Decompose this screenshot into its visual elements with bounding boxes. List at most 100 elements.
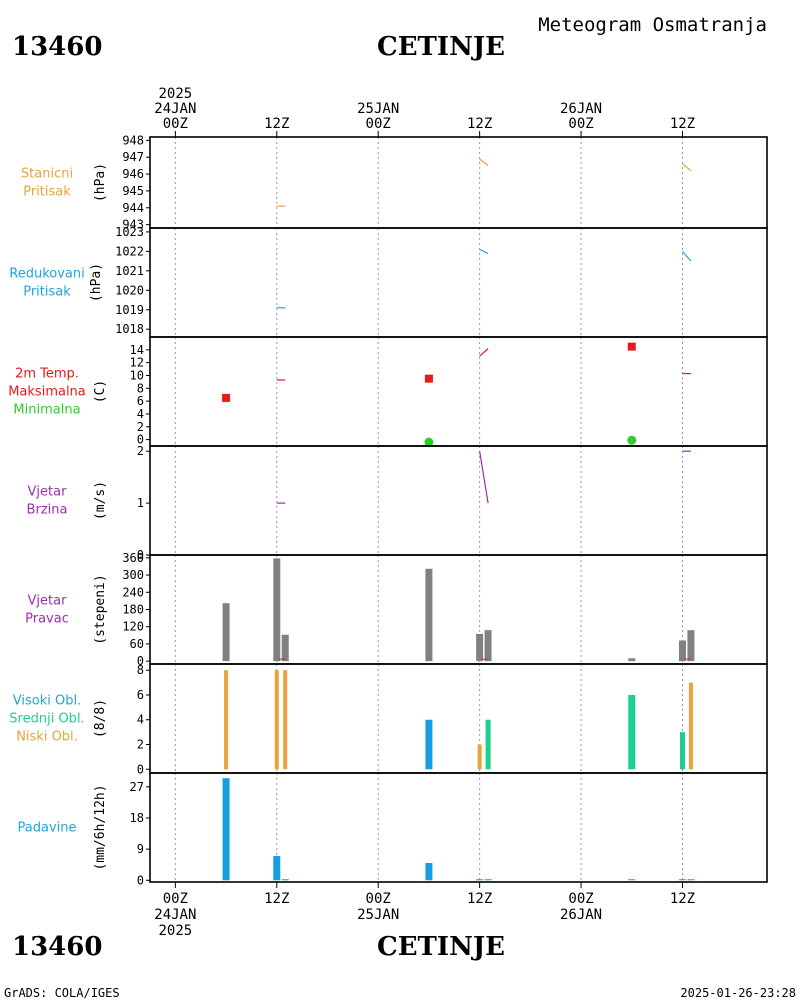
- time-label-bottom: 25JAN: [357, 907, 399, 923]
- series-line: [682, 163, 692, 172]
- panel-frame: [149, 227, 768, 338]
- panel-padavine: 0 9 18 27 (mm/6h/12h) Padavine: [18, 772, 768, 887]
- panel-label: Pritisak: [23, 185, 71, 200]
- panel-label: Brzina: [27, 503, 68, 518]
- y-tick-label: 27: [130, 780, 144, 794]
- y-tick-label: 2: [137, 738, 144, 752]
- bar: [484, 879, 492, 881]
- series-line: [479, 248, 489, 254]
- bar: [485, 719, 491, 770]
- station-id-bottom: 13460: [12, 932, 102, 962]
- bar: [628, 879, 636, 881]
- y-tick-label: 300: [122, 568, 144, 582]
- time-label-bottom: 26JAN: [560, 907, 602, 923]
- y-tick-label: 4: [137, 407, 144, 421]
- panel-label: Niski Obl.: [16, 730, 78, 745]
- bar: [484, 630, 492, 662]
- series-line: [479, 158, 489, 167]
- bar: [477, 744, 482, 770]
- unit-label: (mm/6h/12h): [93, 784, 108, 870]
- bar: [281, 879, 289, 881]
- station-name-top: CETINJE: [377, 32, 505, 62]
- panel-frame: [149, 663, 768, 774]
- y-tick-label: 180: [122, 603, 144, 617]
- time-label-top: 12Z: [467, 116, 492, 132]
- max-temp-marker: [627, 342, 636, 351]
- panel-label: 2m Temp.: [15, 367, 79, 382]
- y-tick-label: 0: [137, 548, 144, 562]
- time-label-top: 25JAN: [357, 101, 399, 117]
- bar: [283, 670, 288, 770]
- time-label-bottom: 12Z: [670, 891, 695, 907]
- panel-frame: [149, 136, 768, 229]
- station-id-top: 13460: [12, 32, 102, 62]
- min-temp-marker: [424, 437, 434, 447]
- panel-frame: [149, 554, 768, 665]
- bar: [688, 682, 693, 770]
- time-label-top: 2025: [158, 86, 192, 102]
- unit-label: (m/s): [93, 481, 108, 520]
- y-tick-label: 120: [122, 620, 144, 634]
- time-label-top: 24JAN: [154, 101, 196, 117]
- time-label-bottom: 12Z: [467, 891, 492, 907]
- y-tick-label: 0: [137, 873, 144, 887]
- y-tick-label: 8: [137, 381, 144, 395]
- bar: [476, 879, 484, 881]
- station-name-bottom: CETINJE: [377, 932, 505, 962]
- panel-frame: [149, 336, 768, 447]
- series-line: [479, 348, 489, 357]
- y-tick-label: 1020: [115, 283, 144, 297]
- time-label-top: 00Z: [163, 116, 188, 132]
- panel-label: Maksimalna: [8, 385, 86, 400]
- panel-label: Vjetar: [28, 594, 68, 609]
- time-label-top: 12Z: [670, 116, 695, 132]
- time-label-bottom: 00Z: [163, 891, 188, 907]
- time-label-top: 26JAN: [560, 101, 602, 117]
- y-tick-label: 1021: [115, 264, 144, 278]
- time-label-bottom: 24JAN: [154, 907, 196, 923]
- y-tick-label: 1022: [115, 244, 144, 258]
- panel-frame: [149, 445, 768, 556]
- panel-label: Stanicni: [21, 167, 73, 182]
- panel-pravac: 0 60 120 180 240 300 360 (stepeni) Vjetar Pravac: [25, 551, 768, 668]
- max-temp-marker: [222, 393, 231, 402]
- bar: [687, 879, 695, 881]
- unit-label: (stepeni): [93, 574, 108, 644]
- y-tick-label: 943: [122, 218, 144, 232]
- y-tick-label: 60: [130, 637, 144, 651]
- panel-oblacnost: 0 2 4 6 8 (8/8) Visoki Obl. Srednji Obl. Niski O…: [9, 663, 768, 776]
- time-label-bottom: 12Z: [264, 891, 289, 907]
- time-label-bottom: 00Z: [366, 891, 391, 907]
- time-label-bottom: 2025: [158, 923, 192, 939]
- panel-redukovani: 1018 1019 1020 1021 1022 1023 (hPa) Redukovani P…: [9, 225, 768, 338]
- y-tick-label: 945: [122, 184, 144, 198]
- footer-timestamp: 2025-01-26-23:28: [680, 986, 796, 1000]
- y-tick-label: 14: [130, 343, 144, 357]
- bar: [425, 862, 433, 881]
- y-tick-label: 18: [130, 811, 144, 825]
- y-tick-label: 0: [137, 433, 144, 447]
- time-label-top: 00Z: [568, 116, 593, 132]
- y-tick-label: 1: [137, 496, 144, 510]
- y-tick-label: 944: [122, 201, 144, 215]
- time-label-top: 00Z: [366, 116, 391, 132]
- y-tick-label: 9: [137, 842, 144, 856]
- panel-label: Vjetar: [28, 485, 68, 500]
- series-line: [479, 451, 489, 504]
- bar: [273, 856, 281, 881]
- max-temp-marker: [424, 374, 433, 383]
- time-label-top: 12Z: [264, 116, 289, 132]
- bar: [224, 670, 229, 770]
- y-tick-label: 1018: [115, 322, 144, 336]
- panel-frame: [149, 772, 768, 883]
- panel-label: Padavine: [18, 821, 77, 836]
- y-tick-label: 360: [122, 551, 144, 565]
- time-label-bottom: 00Z: [568, 891, 593, 907]
- y-tick-label: 946: [122, 167, 144, 181]
- y-tick-label: 6: [137, 394, 144, 408]
- y-tick-label: 8: [137, 663, 144, 677]
- y-tick-label: 4: [137, 713, 144, 727]
